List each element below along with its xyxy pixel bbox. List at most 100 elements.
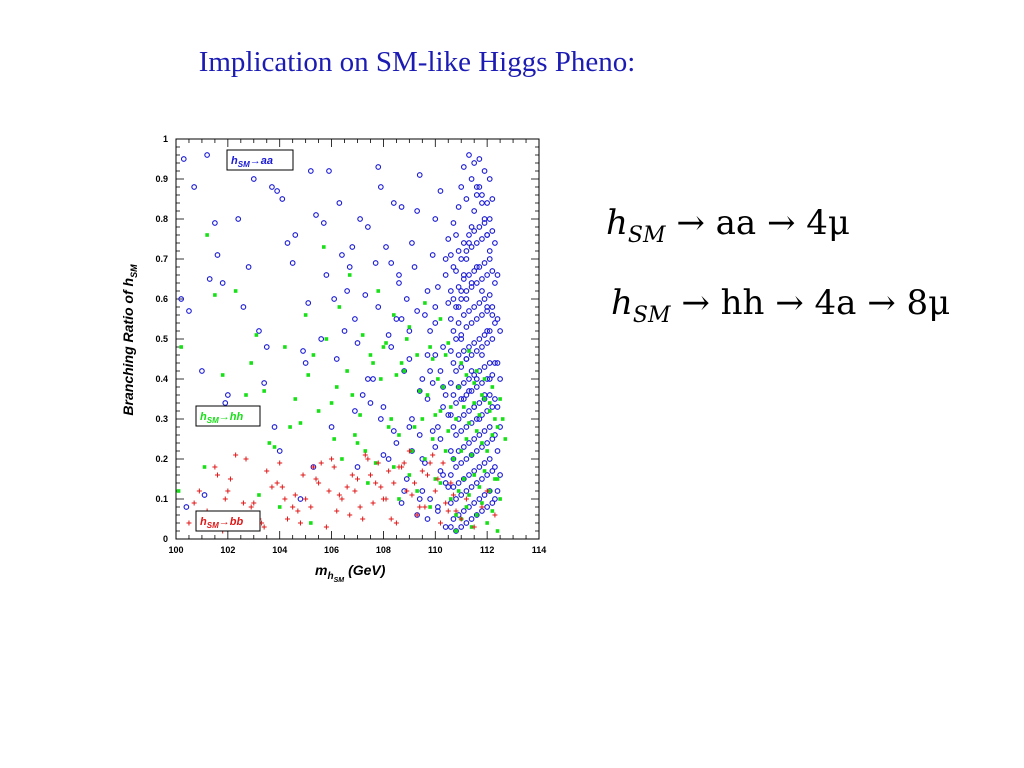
data-point-aa [473, 280, 480, 286]
data-point-bb [243, 456, 249, 462]
data-point-aa [442, 272, 449, 278]
data-point-hh [462, 405, 466, 409]
data-point-hh [202, 465, 207, 469]
data-point-hh [417, 389, 422, 393]
data-point-bb [290, 504, 296, 510]
data-point-bb [316, 480, 322, 486]
data-point-aa [463, 488, 470, 494]
data-point-aa [489, 312, 496, 318]
y-tick-labels: 0 0.1 0.2 0.3 0.4 0.5 0.6 0.7 0.8 0.9 1 [155, 134, 168, 544]
data-point-aa [206, 276, 213, 282]
data-point-aa [349, 244, 356, 250]
data-point-hh [487, 409, 492, 413]
data-point-aa [447, 288, 454, 294]
data-point-aa [429, 252, 436, 258]
data-point-aa [427, 496, 433, 502]
data-point-aa [492, 360, 498, 366]
data-point-aa [398, 204, 405, 210]
legend-bb-main: h [200, 516, 207, 528]
eq1-chain: → aa → 4μ [665, 203, 850, 243]
data-point-aa [473, 480, 480, 486]
data-point-hh [176, 489, 181, 493]
data-point-bb [308, 504, 314, 510]
data-point-aa [468, 452, 475, 458]
data-point-hh [477, 485, 482, 489]
data-point-aa [463, 392, 470, 398]
data-point-hh [415, 353, 419, 357]
data-point-aa [320, 220, 327, 226]
data-point-aa [460, 508, 467, 514]
y-tick-label: 0.4 [155, 374, 168, 384]
eq1-h: h [606, 203, 628, 243]
data-point-hh [379, 377, 383, 381]
data-point-aa [445, 484, 452, 490]
data-point-hh [490, 509, 495, 513]
data-point-aa [455, 320, 462, 326]
data-point-hh [487, 489, 492, 493]
data-point-bb [370, 500, 376, 506]
data-point-aa [463, 288, 470, 294]
data-point-aa [479, 476, 485, 482]
eq2-sub: SM [632, 303, 671, 328]
data-point-aa [494, 272, 501, 278]
data-point-bb [432, 488, 438, 494]
data-point-aa [494, 488, 501, 494]
data-point-bb [378, 484, 384, 490]
data-point-aa [393, 316, 400, 322]
data-point-aa [313, 212, 319, 218]
data-point-bb [191, 500, 197, 506]
data-point-aa [481, 216, 488, 222]
data-point-aa [435, 424, 441, 430]
data-point-hh [423, 301, 427, 305]
data-point-aa [458, 256, 465, 262]
data-point-bb [362, 452, 368, 458]
data-point-aa [432, 304, 439, 310]
data-point-hh [233, 289, 238, 293]
data-point-aa [471, 304, 478, 310]
data-point-hh [311, 353, 316, 357]
data-point-aa [453, 528, 459, 534]
data-point-aa [437, 468, 444, 474]
data-point-hh [220, 373, 225, 377]
data-point-bb [225, 488, 231, 494]
data-point-hh [298, 421, 303, 425]
data-point-aa [380, 404, 387, 410]
data-point-aa [458, 524, 465, 530]
data-point-hh [376, 289, 381, 293]
data-point-aa [458, 184, 465, 190]
data-point-hh [366, 481, 370, 485]
x-tick-label: 112 [480, 545, 495, 555]
data-point-hh [485, 449, 489, 453]
data-point-aa [352, 408, 358, 414]
data-point-aa [484, 504, 490, 510]
data-point-aa [476, 224, 483, 230]
data-point-aa [458, 492, 465, 498]
data-point-aa [453, 432, 459, 438]
data-point-hh [436, 377, 440, 381]
data-point-bb [323, 524, 329, 530]
data-point-bb [240, 500, 246, 506]
data-point-bb [355, 476, 360, 482]
data-point-hh [407, 325, 412, 329]
data-point-aa [435, 284, 441, 290]
data-point-hh [249, 361, 253, 365]
data-point-aa [479, 380, 485, 386]
data-point-aa [437, 368, 444, 374]
data-point-bb [336, 492, 342, 498]
data-point-bb [404, 488, 410, 494]
x-tick-label: 110 [428, 545, 443, 555]
data-point-bb [279, 484, 285, 490]
data-point-aa [489, 372, 496, 378]
plot-frame [175, 138, 540, 540]
data-point-hh [205, 233, 209, 237]
data-point-hh [392, 313, 396, 317]
data-point-aa [484, 328, 490, 334]
data-point-aa [388, 260, 395, 266]
data-point-aa [492, 496, 498, 502]
data-point-aa [180, 156, 187, 162]
data-point-aa [414, 208, 420, 214]
data-point-hh [493, 417, 497, 421]
data-point-aa [494, 316, 501, 322]
data-point-aa [460, 348, 467, 354]
data-point-aa [305, 300, 312, 306]
